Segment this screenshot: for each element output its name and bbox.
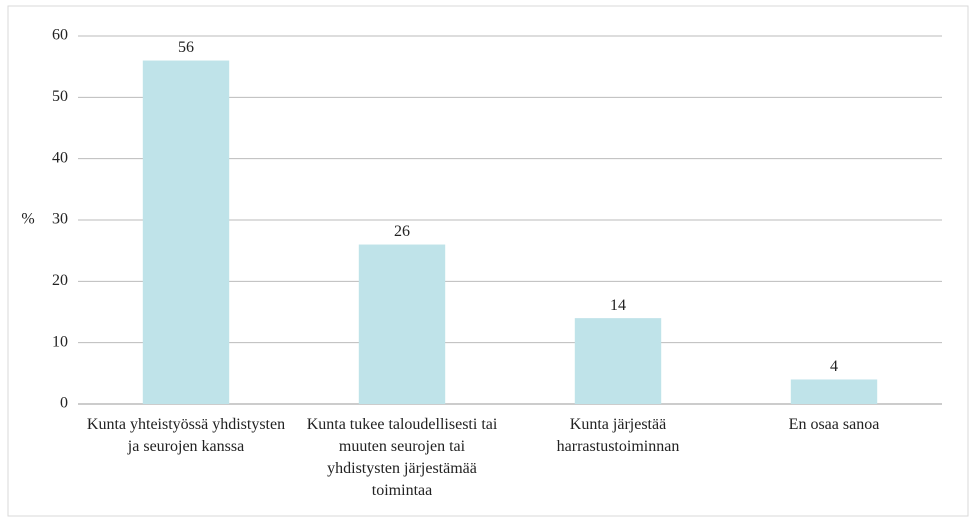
y-axis-label: % (21, 211, 34, 228)
y-tick-label: 10 (52, 333, 68, 350)
y-tick-label: 20 (52, 272, 68, 289)
data-label: 14 (610, 297, 626, 314)
y-tick-label: 0 (60, 395, 68, 412)
x-tick-label: Kunta yhteistyössä yhdistysten ja seuroj… (86, 416, 286, 455)
y-tick-label: 40 (52, 149, 68, 166)
bar (790, 379, 878, 404)
x-tick-label: En osaa sanoa (788, 416, 880, 433)
x-tick-label: Kunta järjestää harrastustoiminnan (556, 416, 680, 455)
data-label: 56 (178, 39, 194, 56)
y-tick-label: 30 (52, 211, 68, 228)
x-tick-label: Kunta tukee taloudellisesti tai muuten s… (306, 416, 498, 499)
data-label: 26 (394, 223, 410, 240)
y-tick-label: 60 (52, 27, 68, 44)
bar (142, 60, 230, 405)
bar (574, 318, 662, 404)
y-tick-label: 50 (52, 88, 68, 105)
bar (358, 244, 446, 404)
data-label: 4 (830, 358, 838, 375)
chart-border (7, 5, 969, 517)
